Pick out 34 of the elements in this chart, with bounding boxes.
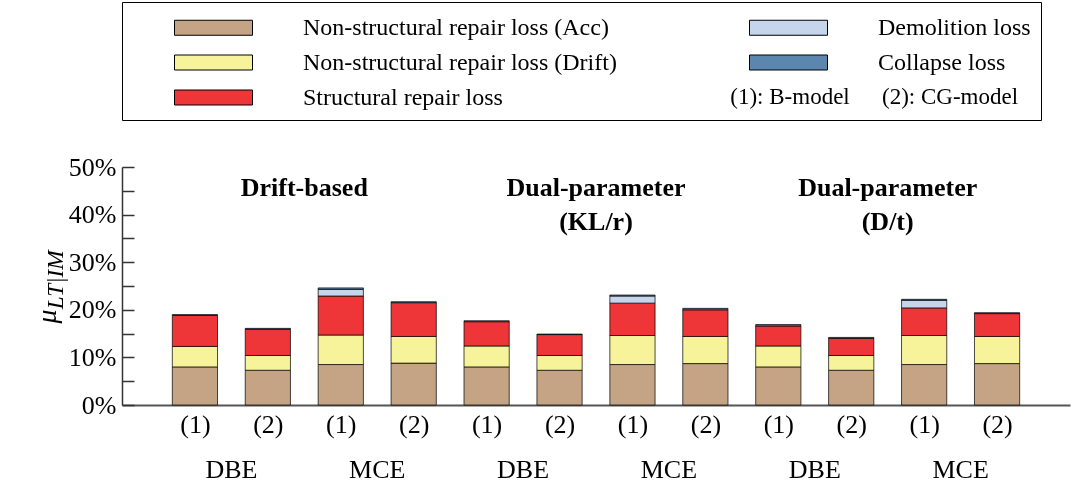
x-tick-label: (2) [690, 409, 722, 439]
x-tick-label: (2) [253, 409, 284, 439]
annotation: Dual-parameter (KL/r) [506, 173, 686, 236]
annotation: Drift-based [240, 173, 369, 202]
x-tick-label: (1) [326, 409, 357, 439]
text: DBE [788, 455, 841, 484]
y-tick-label: 40% [68, 200, 117, 230]
y-tick-label: 10% [68, 342, 117, 372]
legend-label: Collapse loss [878, 48, 1006, 75]
x-tick-label: (1) [763, 409, 794, 439]
text: (1): B-model [730, 84, 850, 109]
legend-label: Structural repair loss [303, 83, 503, 110]
x-tick-label: (2) [982, 409, 1013, 439]
text: (2): CG-model [881, 84, 1019, 109]
text: DBE [205, 455, 258, 484]
y-tick-label: 0% [81, 390, 117, 420]
x-tick-label: (2) [836, 409, 867, 439]
y-tick-label: 50% [68, 152, 117, 182]
x-tick-label: (1) [180, 409, 211, 439]
y-tick-label: 30% [68, 247, 117, 277]
x-tick-label: (1) [617, 409, 649, 439]
legend-label: Non-structural repair loss (Drift) [303, 48, 617, 75]
y-tick-label: 20% [68, 295, 117, 325]
x-tick-label: (2) [399, 409, 430, 439]
legend-label: Demolition loss [878, 13, 1031, 40]
x-tick-label: (1) [471, 409, 503, 439]
text: MCE [932, 455, 989, 484]
text: MCE [349, 455, 406, 484]
text: DBE [497, 455, 550, 484]
annotation: Dual-parameter (D/t) [798, 173, 978, 236]
legend-label: Non-structural repair loss (Acc) [303, 13, 609, 40]
x-tick-label: (1) [909, 409, 940, 439]
x-tick-label: (2) [544, 409, 576, 439]
text: MCE [640, 455, 698, 484]
